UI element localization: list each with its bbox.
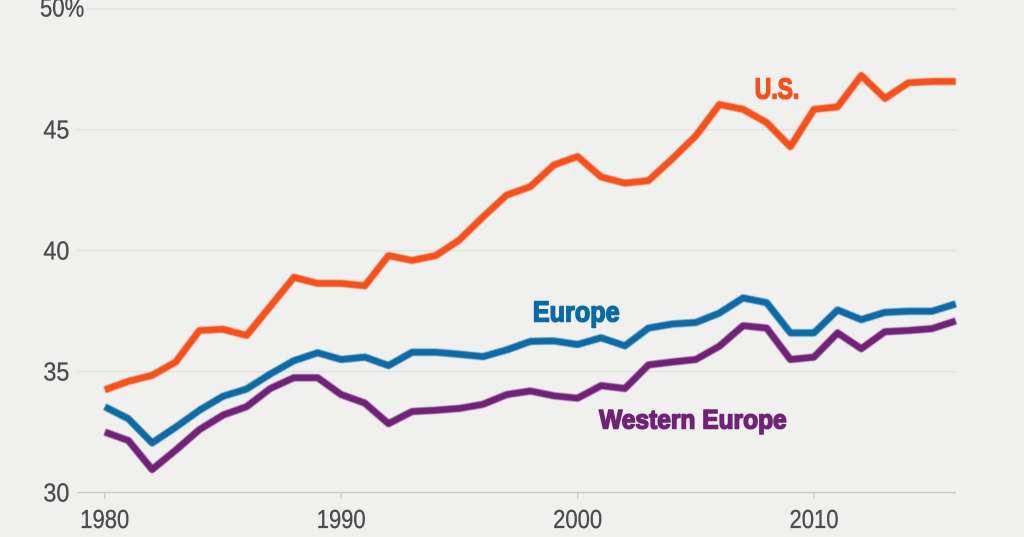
svg-text:50%: 50%: [40, 0, 84, 22]
svg-text:30: 30: [43, 480, 69, 508]
svg-text:Western Europe: Western Europe: [599, 405, 787, 435]
svg-text:40: 40: [43, 238, 69, 266]
svg-text:35: 35: [43, 359, 69, 387]
svg-text:45: 45: [43, 117, 69, 145]
svg-text:U.S.: U.S.: [755, 73, 800, 105]
svg-text:Europe: Europe: [533, 296, 620, 328]
svg-text:1990: 1990: [317, 506, 366, 532]
svg-text:2010: 2010: [790, 506, 839, 532]
svg-text:2000: 2000: [553, 506, 602, 532]
svg-text:1980: 1980: [80, 506, 129, 532]
